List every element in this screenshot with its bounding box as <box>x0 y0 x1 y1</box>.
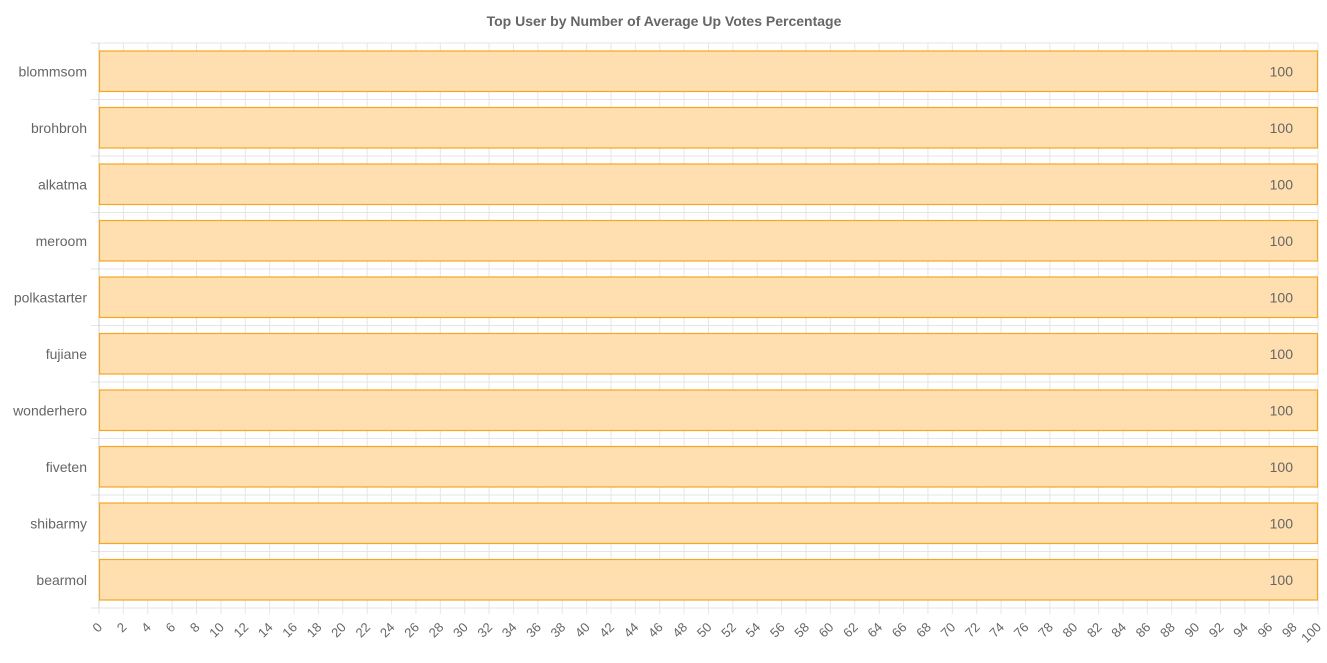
bar <box>98 389 1319 432</box>
bar-value-label: 100 <box>1270 289 1294 305</box>
x-tick-label: 88 <box>1157 620 1178 641</box>
category-label: wonderhero <box>12 402 87 418</box>
x-tick-label: 48 <box>669 620 690 641</box>
category-label: bearmol <box>36 572 87 588</box>
bar-value-label: 100 <box>1270 176 1294 192</box>
x-tick-label: 30 <box>450 620 471 641</box>
x-tick-label: 68 <box>913 620 934 641</box>
x-tick-label: 92 <box>1206 620 1227 641</box>
x-tick-label: 64 <box>864 620 885 641</box>
x-tick-label: 12 <box>231 620 252 641</box>
x-tick-label: 66 <box>889 620 910 641</box>
bar-value-label: 100 <box>1270 515 1294 531</box>
x-tick-label: 28 <box>426 620 447 641</box>
bar <box>98 163 1319 206</box>
x-tick-label: 14 <box>255 620 276 641</box>
category-label: fujiane <box>46 346 87 362</box>
x-tick-label: 80 <box>1059 620 1080 641</box>
x-tick-label: 82 <box>1084 620 1105 641</box>
x-tick-label: 90 <box>1181 620 1202 641</box>
x-tick-label: 40 <box>572 620 593 641</box>
x-tick-label: 2 <box>114 620 130 636</box>
x-tick-label: 56 <box>767 620 788 641</box>
x-tick-label: 96 <box>1255 620 1276 641</box>
category-labels: blommsom brohbroh alkatma meroom polkastarte… <box>12 63 87 588</box>
bar <box>98 276 1319 319</box>
bar <box>98 558 1319 601</box>
x-tick-label: 16 <box>279 620 300 641</box>
x-tick-label: 86 <box>1133 620 1154 641</box>
x-tick-label: 4 <box>138 620 154 636</box>
x-tick-label: 58 <box>791 620 812 641</box>
bar-value-label: 100 <box>1270 572 1294 588</box>
category-label: alkatma <box>38 176 87 192</box>
category-label: polkastarter <box>14 289 87 305</box>
bar <box>98 50 1319 93</box>
x-tick-label: 94 <box>1230 620 1251 641</box>
category-label: meroom <box>36 233 87 249</box>
chart-title: Top User by Number of Average Up Votes P… <box>487 13 842 29</box>
x-axis-ticks: 0 2 4 6 8 10 12 14 16 18 20 22 24 26 28 30 32 34 36 38 40 42 4… <box>89 620 1324 646</box>
x-tick-label: 70 <box>938 620 959 641</box>
x-tick-label: 98 <box>1279 620 1300 641</box>
x-tick-label: 44 <box>621 620 642 641</box>
x-tick-label: 52 <box>718 620 739 641</box>
x-tick-label: 32 <box>474 620 495 641</box>
x-tick-label: 78 <box>1035 620 1056 641</box>
bar-value-label: 100 <box>1270 120 1294 136</box>
x-tick-label: 74 <box>986 620 1007 641</box>
bars: 100 100 100 100 100 100 100 100 100 100 <box>98 50 1319 601</box>
x-tick-label: 6 <box>163 620 179 636</box>
x-tick-label: 22 <box>352 620 373 641</box>
x-tick-label: 18 <box>304 620 325 641</box>
x-tick-label: 46 <box>645 620 666 641</box>
x-tick-label: 72 <box>962 620 983 641</box>
x-tick-label: 36 <box>523 620 544 641</box>
bar-value-label: 100 <box>1270 402 1294 418</box>
x-tick-label: 50 <box>694 620 715 641</box>
x-tick-label: 100 <box>1298 620 1324 646</box>
bar <box>98 332 1319 375</box>
x-tick-label: 76 <box>1011 620 1032 641</box>
bar <box>98 502 1319 545</box>
bar <box>98 445 1319 488</box>
x-tick-label: 42 <box>596 620 617 641</box>
bar-value-label: 100 <box>1270 63 1294 79</box>
category-label: fiveten <box>46 459 87 475</box>
bar-value-label: 100 <box>1270 233 1294 249</box>
category-label: blommsom <box>19 63 87 79</box>
x-tick-label: 26 <box>401 620 422 641</box>
x-tick-label: 20 <box>328 620 349 641</box>
x-tick-label: 8 <box>187 620 203 636</box>
x-tick-label: 62 <box>840 620 861 641</box>
x-tick-label: 84 <box>1108 620 1129 641</box>
bar-value-label: 100 <box>1270 459 1294 475</box>
x-tick-label: 0 <box>89 620 105 636</box>
category-label: shibarmy <box>30 515 87 531</box>
x-tick-label: 10 <box>206 620 227 641</box>
x-tick-label: 34 <box>499 620 520 641</box>
x-tick-label: 24 <box>377 620 398 641</box>
x-tick-label: 60 <box>816 620 837 641</box>
bar <box>98 106 1319 149</box>
bar <box>98 219 1319 262</box>
bar-value-label: 100 <box>1270 346 1294 362</box>
x-tick-label: 38 <box>548 620 569 641</box>
x-tick-label: 54 <box>743 620 764 641</box>
category-label: brohbroh <box>31 120 87 136</box>
